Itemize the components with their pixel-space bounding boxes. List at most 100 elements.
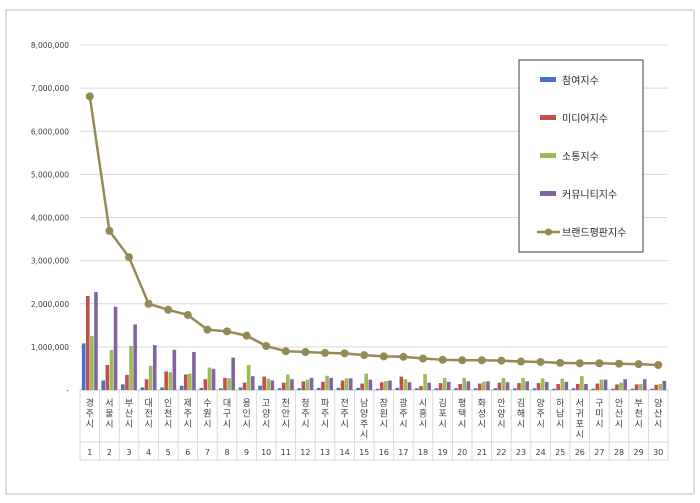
rank-label: 14: [340, 448, 350, 457]
bar-소통지수: [148, 365, 153, 390]
bar-미디어지수: [85, 295, 90, 390]
bar-미디어지수: [125, 374, 129, 390]
bar-커뮤니티지수: [427, 382, 431, 390]
bar-소통지수: [403, 379, 408, 390]
legend-swatch: [540, 115, 556, 120]
y-tick-label: 4,000,000: [31, 214, 69, 223]
line-point: [399, 352, 408, 361]
bar-참여지수: [630, 388, 635, 390]
line-point: [379, 352, 388, 361]
bar-소통지수: [266, 378, 271, 390]
bar-커뮤니티지수: [505, 382, 510, 390]
line-point: [556, 358, 565, 367]
bar-참여지수: [219, 388, 223, 390]
bar-소통지수: [482, 381, 486, 390]
rank-label: 26: [575, 448, 585, 457]
bar-참여지수: [336, 387, 341, 390]
line-point: [183, 310, 192, 319]
bar-커뮤니티지수: [584, 383, 588, 390]
legend-label: 미디어지수: [562, 113, 608, 125]
bar-series: [81, 292, 667, 390]
bar-미디어지수: [615, 384, 619, 390]
bar-소통지수: [384, 380, 388, 390]
rank-label: 12: [300, 448, 310, 457]
bar-미디어지수: [262, 376, 266, 390]
rank-label: 29: [634, 448, 644, 457]
rank-label: 11: [281, 448, 291, 457]
line-point: [262, 342, 271, 351]
bar-미디어지수: [634, 384, 639, 390]
bar-미디어지수: [438, 383, 443, 390]
line-point: [125, 253, 133, 262]
bar-미디어지수: [183, 374, 188, 390]
bar-커뮤니티지수: [329, 377, 333, 390]
bar-참여지수: [160, 387, 164, 390]
bar-미디어지수: [281, 382, 286, 390]
bar-미디어지수: [497, 382, 502, 390]
bar-참여지수: [532, 388, 537, 390]
bar-커뮤니티지수: [192, 352, 196, 390]
bar-미디어지수: [242, 382, 247, 390]
line-point: [517, 357, 525, 366]
line-point: [105, 226, 114, 235]
bar-커뮤니티지수: [623, 379, 627, 390]
bar-참여지수: [552, 388, 556, 390]
bar-미디어지수: [360, 383, 364, 390]
line-point: [360, 351, 369, 360]
bar-소통지수: [501, 377, 506, 390]
rank-label: 28: [614, 448, 624, 457]
bar-참여지수: [356, 387, 360, 390]
rank-label: 5: [166, 448, 171, 457]
bar-참여지수: [238, 387, 243, 390]
legend-swatch: [540, 153, 556, 158]
bar-참여지수: [650, 388, 654, 390]
line-point: [536, 357, 545, 366]
bar-참여지수: [415, 388, 419, 390]
rank-label: 7: [205, 448, 210, 457]
line-point: [595, 359, 604, 368]
bar-소통지수: [364, 373, 369, 390]
y-axis-tick-labels: - 1,000,000 2,000,000 3,000,000 4,000,000 5,0…: [31, 41, 69, 395]
bar-소통지수: [286, 374, 290, 390]
legend-swatch: [540, 77, 556, 82]
bar-미디어지수: [458, 383, 462, 390]
y-tick-label: 2,000,000: [31, 300, 69, 309]
rank-label: 24: [536, 448, 546, 457]
bar-커뮤니티지수: [113, 306, 118, 390]
bar-커뮤니티지수: [603, 379, 608, 390]
line-point: [340, 349, 349, 358]
rank-label: 2: [107, 448, 112, 457]
y-tick-label: 5,000,000: [31, 170, 69, 179]
bar-커뮤니티지수: [231, 357, 235, 390]
bar-미디어지수: [556, 383, 560, 390]
line-point: [615, 359, 623, 368]
line-point: [242, 331, 251, 340]
bar-커뮤니티지수: [133, 324, 137, 390]
bar-소통지수: [462, 377, 467, 390]
bar-커뮤니티지수: [486, 381, 490, 390]
bar-참여지수: [611, 388, 615, 390]
legend-label: 참여지수: [562, 75, 599, 87]
bar-소통지수: [305, 379, 310, 390]
line-series: [85, 92, 663, 369]
y-tick-label: -: [66, 386, 69, 395]
bar-커뮤니티지수: [642, 379, 647, 390]
rank-label: 6: [185, 448, 190, 457]
bar-커뮤니티지수: [368, 379, 373, 390]
rank-label: 20: [457, 448, 467, 457]
bar-커뮤니티지수: [662, 380, 667, 390]
y-tick-label: 6,000,000: [31, 127, 69, 136]
